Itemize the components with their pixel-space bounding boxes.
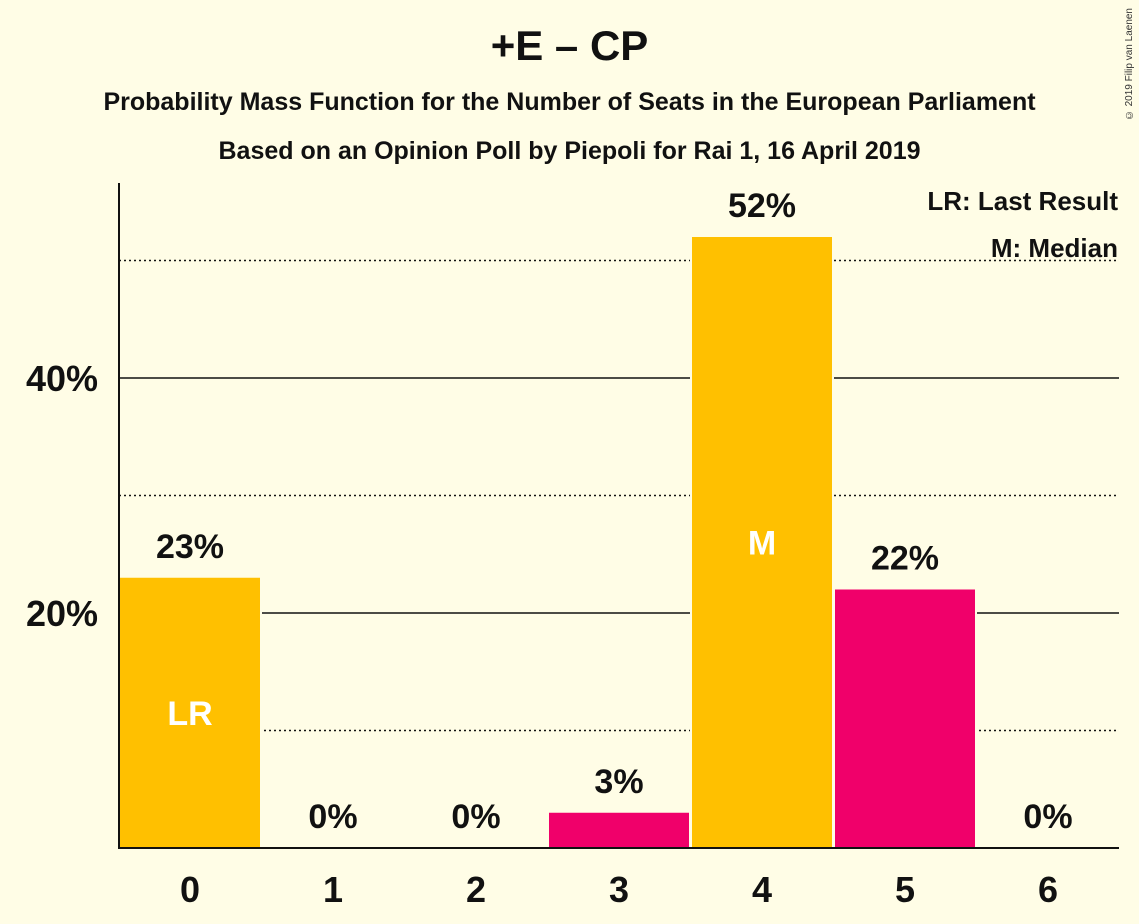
in-bar-label-4: M [748,525,776,563]
value-label-6: 0% [1023,798,1072,836]
x-tick-label-3: 3 [609,869,629,910]
y-tick-label: 40% [26,358,98,399]
axes [118,183,1119,849]
legend: LR: Last Result M: Median [927,186,1118,263]
x-tick-label-0: 0 [180,869,200,910]
y-tick-label: 20% [26,593,98,634]
x-tick-label-4: 4 [752,869,772,910]
in-bar-label-0: LR [167,695,212,733]
value-label-2: 0% [451,798,500,836]
legend-last-result: LR: Last Result [927,186,1118,216]
bar-5 [835,589,975,848]
bar-0 [120,577,260,848]
x-tick-label-6: 6 [1038,869,1058,910]
bar-4 [692,237,832,848]
chart-subtitle: Probability Mass Function for the Number… [103,88,1036,116]
value-label-0: 23% [156,528,224,566]
legend-median: M: Median [991,233,1118,263]
x-tick-label-1: 1 [323,869,343,910]
x-tick-label-5: 5 [895,869,915,910]
value-label-3: 3% [594,763,643,801]
value-label-5: 22% [871,540,939,578]
value-label-1: 0% [308,798,357,836]
bar-3 [549,812,689,848]
value-label-4: 52% [728,187,796,225]
bars [118,235,977,848]
chart-title: +E – CP [490,22,649,69]
chart-subtitle-source: Based on an Opinion Poll by Piepoli for … [218,137,921,165]
x-tick-label-2: 2 [466,869,486,910]
